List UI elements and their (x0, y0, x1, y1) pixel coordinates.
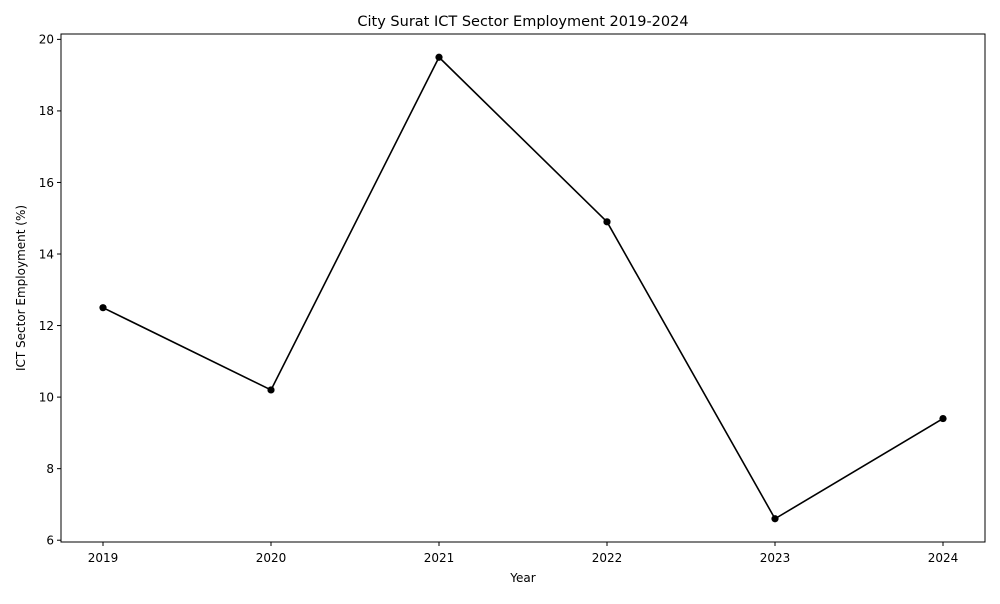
x-tick-label: 2019 (88, 551, 119, 565)
data-point (771, 515, 779, 523)
y-tick-label: 20 (39, 33, 54, 47)
y-tick-label: 12 (39, 319, 54, 333)
x-axis-label: Year (509, 571, 535, 585)
data-point (603, 218, 611, 226)
data-point (435, 53, 443, 61)
y-tick-label: 10 (39, 390, 54, 404)
y-tick-label: 16 (39, 176, 54, 190)
x-tick-label: 2022 (592, 551, 623, 565)
y-axis-label: ICT Sector Employment (%) (14, 205, 28, 371)
series-line (102, 56, 944, 520)
data-point (939, 414, 947, 423)
y-tick-label: 14 (39, 247, 54, 261)
series-layer (99, 53, 947, 523)
data-point (267, 386, 275, 394)
y-tick-label: 8 (46, 462, 54, 476)
x-tick-label: 2023 (760, 551, 791, 565)
y-axis-ticks: 6 8 10 12 14 16 18 20 (39, 33, 61, 548)
data-point (99, 304, 107, 312)
x-axis-ticks: 2019 2020 2021 2022 2023 2024 (88, 542, 959, 565)
plot-frame (60, 33, 986, 543)
chart-title: City Surat ICT Sector Employment 2019-20… (357, 14, 688, 30)
y-tick-label: 6 (46, 534, 54, 548)
x-tick-label: 2024 (928, 551, 959, 565)
y-tick-label: 18 (39, 104, 54, 118)
x-tick-label: 2021 (424, 551, 455, 565)
x-tick-label: 2020 (256, 551, 287, 565)
